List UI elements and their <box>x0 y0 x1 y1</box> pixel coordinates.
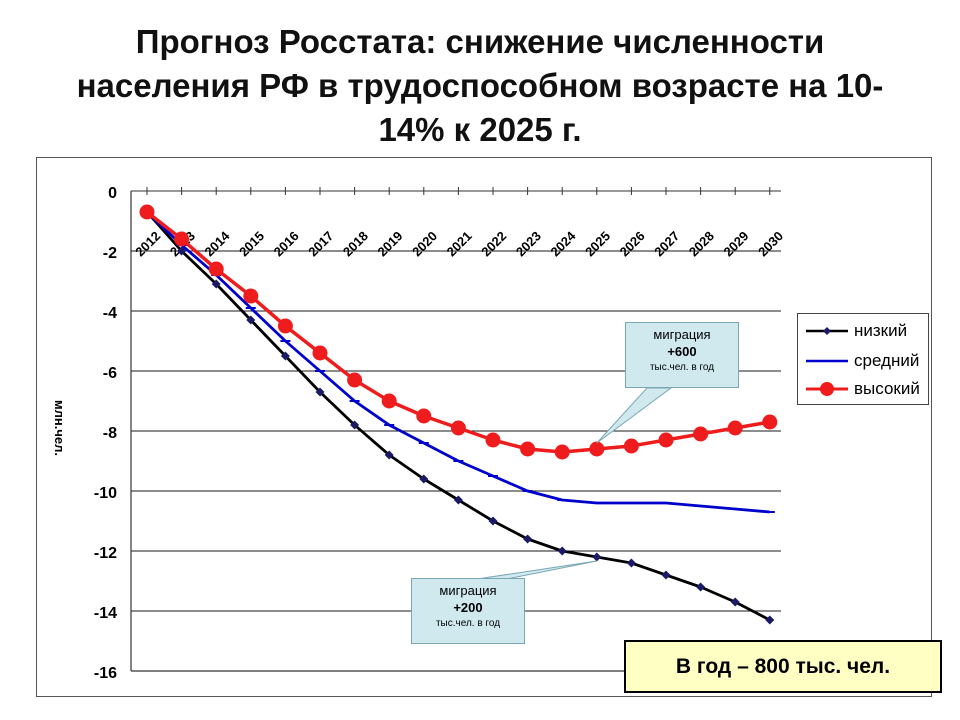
data-point-high <box>589 441 605 457</box>
data-point-high <box>762 414 778 430</box>
data-point-low <box>696 582 706 592</box>
annual-decline-box: В год – 800 тыс. чел. <box>624 640 942 693</box>
data-point-high <box>450 420 466 436</box>
data-point-low <box>350 420 360 430</box>
data-point-high <box>208 261 224 277</box>
data-point-high <box>554 444 570 460</box>
callout-200-value: +200 <box>453 600 483 615</box>
x-tick-label: 2018 <box>340 228 371 259</box>
x-tick-label: 2025 <box>582 228 613 259</box>
callout-200-head: миграция <box>439 583 497 598</box>
title-line-2: населения РФ в трудоспособном возрасте н… <box>76 67 884 104</box>
y-tick-label: -8 <box>103 425 117 442</box>
data-point-low <box>765 615 775 625</box>
data-point-high <box>381 393 397 409</box>
x-tick-label: 2019 <box>374 228 405 259</box>
data-point-low <box>315 387 325 397</box>
legend-label-low: низкий <box>854 321 908 340</box>
data-point-high <box>174 231 190 247</box>
y-tick-label: 0 <box>108 185 117 202</box>
data-point-low <box>626 558 636 568</box>
data-point-low <box>211 279 221 289</box>
x-tick-label: 2029 <box>720 228 751 259</box>
y-tick-label: -16 <box>94 665 117 682</box>
y-tick-label: -4 <box>103 305 117 322</box>
legend-high-symbol <box>806 382 848 396</box>
data-point-low <box>419 474 429 484</box>
x-tick-label: 2016 <box>271 228 302 259</box>
x-tick-label: 2028 <box>686 228 717 259</box>
data-point-low <box>488 516 498 526</box>
legend-label-mid: средний <box>854 351 920 370</box>
data-point-low <box>453 495 463 505</box>
data-point-high <box>139 204 155 220</box>
x-tick-label: 2023 <box>513 228 544 259</box>
callout-600-head: миграция <box>653 327 711 342</box>
data-point-low <box>557 546 567 556</box>
data-point-high <box>693 426 709 442</box>
y-axis-label: млн.чел. <box>52 400 67 456</box>
title-line-3: 14% к 2025 г. <box>378 111 582 148</box>
data-point-high <box>658 432 674 448</box>
x-tick-label: 2024 <box>547 228 579 260</box>
data-point-high <box>520 441 536 457</box>
x-tick-label: 2015 <box>236 228 267 259</box>
data-point-low <box>246 315 256 325</box>
data-point-high <box>312 345 328 361</box>
x-tick-label: 2014 <box>201 228 233 260</box>
y-tick-label: -6 <box>103 365 117 382</box>
callout-600-pointer <box>596 387 673 444</box>
x-tick-label: 2026 <box>617 228 648 259</box>
x-tick-label: 2027 <box>651 228 682 259</box>
slide-title: Прогноз Росстата: снижение численности н… <box>40 20 920 152</box>
y-tick-label: -2 <box>103 245 117 262</box>
data-point-low <box>730 597 740 607</box>
data-point-low <box>592 552 602 562</box>
data-point-high <box>623 438 639 454</box>
legend-low-symbol <box>806 327 848 335</box>
x-tick-label: 2017 <box>305 228 336 259</box>
callout-600-value: +600 <box>667 344 697 359</box>
data-point-high <box>485 432 501 448</box>
data-point-low <box>384 450 394 460</box>
data-point-low <box>523 534 533 544</box>
y-tick-label: -14 <box>94 605 117 622</box>
y-tick-label: -10 <box>94 485 117 502</box>
migration-callout-200: миграция +200 тыс.чел. в год <box>411 578 525 644</box>
callout-200-pointer <box>476 560 597 580</box>
data-point-low <box>280 351 290 361</box>
legend-item-high: высокий <box>804 378 928 400</box>
data-point-high <box>727 420 743 436</box>
title-line-1: Прогноз Росстата: снижение численности <box>135 23 825 60</box>
x-tick-label: 2022 <box>478 228 509 259</box>
legend-item-mid: средний <box>804 350 928 372</box>
chart-frame: 0-2-4-6-8-10-12-14-162012201320142015201… <box>36 157 932 697</box>
y-tick-label: -12 <box>94 545 117 562</box>
data-point-low <box>661 570 671 580</box>
x-tick-label: 2030 <box>755 228 786 259</box>
callout-200-unit: тыс.чел. в год <box>435 618 501 629</box>
data-point-high <box>416 408 432 424</box>
chart-legend: низкий средний высокий <box>797 313 929 405</box>
data-point-high <box>277 318 293 334</box>
callout-600-unit: тыс.чел. в год <box>649 362 715 373</box>
population-forecast-chart: 0-2-4-6-8-10-12-14-162012201320142015201… <box>52 185 786 682</box>
data-point-high <box>347 372 363 388</box>
data-point-high <box>243 288 259 304</box>
migration-callout-600: миграция +600 тыс.чел. в год <box>625 322 739 388</box>
series-line-0 <box>145 211 771 622</box>
legend-label-high: высокий <box>854 379 920 398</box>
legend-item-low: низкий <box>804 320 928 342</box>
x-tick-label: 2021 <box>444 228 475 259</box>
legend-mid-symbol <box>806 359 848 363</box>
x-tick-label: 2012 <box>132 228 163 259</box>
x-tick-label: 2020 <box>409 228 440 259</box>
